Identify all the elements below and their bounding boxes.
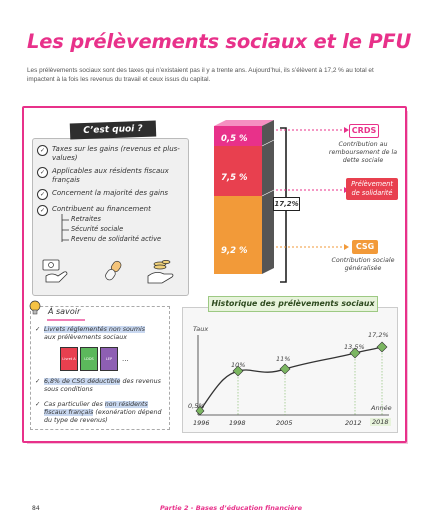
savoir-item-2-rest: des revenus sous conditions [44,378,161,394]
tick-icon: ✓ [35,326,41,333]
savoir-underline [47,319,85,321]
historique-tag: Historique des prélèvements sociaux [208,296,378,312]
savoir-item-1: Livrets réglementés non soumis aux prélè… [44,326,164,342]
csg-desc: Contribution sociale généralisée [331,257,395,272]
year-1996: 1996 [193,419,210,427]
sub-item-retraites: Retraites [71,215,101,223]
book-ldds: LDDS [80,347,98,371]
savoir-item-1-rest: aux prélèvements sociaux [44,334,127,342]
sub-item-securite: Sécurité sociale [71,225,124,233]
value-2018: 17,2% [368,331,389,339]
y-axis-label: Taux [193,325,209,333]
pill-icon [105,260,122,281]
value-2012: 13,5% [344,343,365,351]
point-1996 [195,405,205,416]
historique-chart [195,335,389,416]
book-lep: LEP [100,347,118,371]
savoir-item-2: 6,8% de CSG déductible des revenus sous … [44,378,164,394]
point-2012 [349,347,361,359]
quoi-item-4: Contribuent au financement [52,205,151,213]
arrows-svg [276,127,349,250]
sub-item-rsa: Revenu de solidarité active [71,235,162,243]
value-2005: 11% [276,355,291,363]
bar-label-crds: 0,5 % [221,134,248,144]
quoi-tag: C’est quoi ? [69,120,157,140]
bar-label-solidarite: 7,5 % [221,173,248,183]
year-2012: 2012 [345,419,362,427]
year-1998: 1998 [229,419,246,427]
check-icon: ✓ [37,189,48,200]
quoi-item-3: Concernent la majorité des gains [52,189,169,197]
value-1996: 0,5% [188,402,205,410]
bar-crds [214,126,262,146]
crds-desc: Contribution au remboursement de la dett… [328,141,398,164]
point-1998 [232,365,244,377]
savoir-item-3-a: Cas particulier des [44,401,103,408]
check-icon: ✓ [37,205,48,216]
year-2018: 2018 [370,418,391,426]
savoir-item-3: Cas particulier des non résidents fiscau… [44,401,166,426]
lightbulb-icon [29,300,41,315]
historique-box [182,307,398,433]
intro-text: Les prélèvements sociaux sont des taxes … [27,67,374,84]
check-icon: ✓ [37,167,48,178]
bar-csg [214,196,262,274]
csg-tag: CSG [352,240,378,254]
total-label: 17,2% [273,197,300,211]
year-2005: 2005 [276,419,293,427]
main-frame [22,106,407,443]
solidarite-tag: Prélèvement de solidarité [346,178,398,200]
sub-item-bracket [61,214,69,242]
savoir-title: À savoir [48,307,81,316]
stacked-bar-svg [214,120,275,274]
ellipsis: ... [122,355,129,363]
savoir-item-3-hl1: non résidents [104,401,148,408]
check-icon: ✓ [37,145,48,156]
bar-solidarite [214,146,262,196]
value-1998: 10% [231,361,246,369]
savoir-item-2-highlight: 6,8% de CSG déductible [44,378,121,385]
quoi-item-2: Applicables aux résidents fiscaux frança… [52,167,169,184]
savoir-item-3-rest: (exonération dépend du type de revenus) [44,409,162,425]
x-axis-label: Année [371,404,392,412]
savoir-item-1-highlight: Livrets réglementés non soumis [44,326,146,333]
page-title: Les prélèvements sociaux et le PFU [27,30,412,53]
quoi-item-1: Taxes sur les gains (revenus et plus-val… [52,145,180,162]
savoir-item-3-hl2: fiscaux français [44,409,94,417]
bar-label-csg: 9,2 % [221,246,248,256]
book-livret-a: Livret A [60,347,78,371]
footer-text: Partie 2 - Bases d’éducation financière [160,504,303,512]
tick-icon: ✓ [35,401,41,408]
point-2018 [376,341,388,353]
hand-coins-icon [147,260,174,284]
point-2005 [279,363,291,375]
page-number: 84 [32,505,40,512]
crds-tag: CRDS [349,124,379,138]
tick-icon: ✓ [35,378,41,385]
hand-money-icon [42,259,68,283]
